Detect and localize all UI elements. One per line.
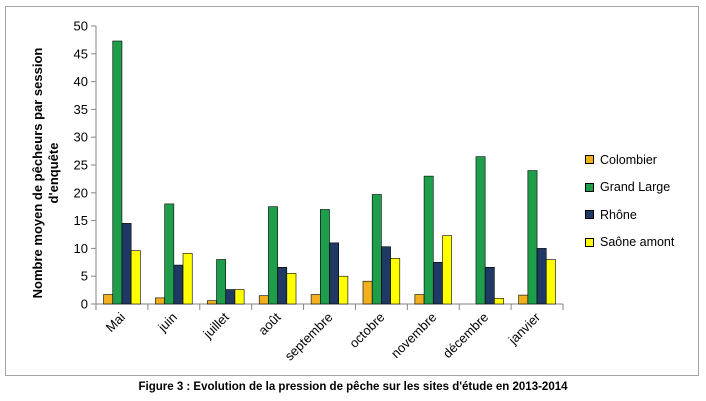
bar bbox=[310, 294, 321, 305]
x-tick-label: décembre bbox=[440, 310, 491, 361]
legend-item: Colombier bbox=[585, 146, 674, 174]
bar bbox=[432, 261, 443, 305]
bar bbox=[112, 40, 123, 305]
bar bbox=[362, 280, 373, 305]
legend-label: Saône amont bbox=[600, 235, 675, 250]
bar bbox=[329, 242, 339, 305]
x-tick-label: octobre bbox=[346, 310, 387, 351]
bar bbox=[475, 156, 486, 305]
bar bbox=[207, 300, 217, 305]
chart-legend: Colombier Grand Large Rhône Saône amont bbox=[585, 146, 674, 256]
y-tick-label: 15 bbox=[74, 213, 88, 228]
y-tick-label: 0 bbox=[81, 297, 88, 312]
y-tick-label: 10 bbox=[74, 241, 88, 256]
legend-swatch bbox=[585, 237, 594, 247]
bar bbox=[338, 275, 349, 305]
x-tick-label: juin bbox=[154, 310, 180, 336]
bar bbox=[536, 248, 547, 305]
legend-swatch bbox=[585, 182, 594, 192]
bar bbox=[442, 235, 452, 305]
x-tick-label: septembre bbox=[282, 310, 336, 364]
x-tick-label: janvier bbox=[505, 309, 544, 348]
bar bbox=[234, 289, 245, 305]
bar bbox=[286, 273, 297, 305]
y-tick-label: 30 bbox=[74, 130, 88, 145]
y-tick-label: 25 bbox=[74, 158, 88, 173]
y-tick-label: 35 bbox=[74, 102, 88, 117]
bar bbox=[121, 223, 132, 305]
bar bbox=[164, 203, 175, 305]
bar bbox=[319, 209, 330, 305]
bar bbox=[155, 297, 165, 305]
bar bbox=[182, 253, 193, 305]
y-axis-title-line: Nombre moyen de pêcheurs par session bbox=[30, 48, 45, 299]
y-axis-title: Nombre moyen de pêcheurs par session d'en… bbox=[30, 48, 61, 299]
legend-swatch bbox=[585, 210, 594, 220]
y-axis-title-line: d'enquête bbox=[46, 143, 61, 204]
y-tick-label: 20 bbox=[74, 185, 88, 200]
bar bbox=[527, 170, 538, 305]
bar bbox=[371, 194, 382, 305]
bar bbox=[414, 294, 425, 305]
bar bbox=[423, 175, 434, 305]
y-tick-label: 45 bbox=[74, 46, 88, 61]
bar bbox=[494, 298, 504, 305]
legend-item: Rhône bbox=[585, 201, 674, 229]
x-tick-label: août bbox=[255, 309, 284, 338]
bar bbox=[390, 258, 401, 305]
bar bbox=[545, 259, 556, 305]
bar bbox=[268, 206, 278, 305]
bar bbox=[518, 294, 529, 305]
legend-label: Grand Large bbox=[600, 180, 671, 195]
legend-item: Saône amont bbox=[585, 229, 674, 257]
bar bbox=[258, 295, 269, 305]
legend-label: Rhône bbox=[600, 207, 637, 222]
x-tick-label: Mai bbox=[103, 309, 128, 334]
legend-item: Grand Large bbox=[585, 174, 674, 202]
y-tick-label: 50 bbox=[74, 19, 88, 34]
x-tick-label: novembre bbox=[388, 310, 439, 361]
legend-label: Colombier bbox=[600, 152, 657, 167]
figure-caption: Figure 3 : Evolution de la pression de p… bbox=[138, 381, 568, 393]
bar-chart: 0 5 10 15 20 25 30 35 40 45 50 Mai juin juillet aoûtse… bbox=[30, 19, 564, 364]
bar bbox=[381, 246, 391, 305]
legend-swatch bbox=[585, 155, 594, 165]
y-tick-label: 5 bbox=[81, 269, 88, 284]
bar bbox=[103, 294, 114, 305]
x-tick-label: juillet bbox=[200, 309, 233, 342]
bar bbox=[173, 264, 184, 305]
bar bbox=[484, 267, 495, 305]
bar bbox=[225, 289, 236, 305]
bar bbox=[277, 267, 288, 305]
bar bbox=[216, 259, 227, 305]
bar bbox=[130, 250, 141, 305]
y-tick-label: 40 bbox=[74, 74, 88, 89]
